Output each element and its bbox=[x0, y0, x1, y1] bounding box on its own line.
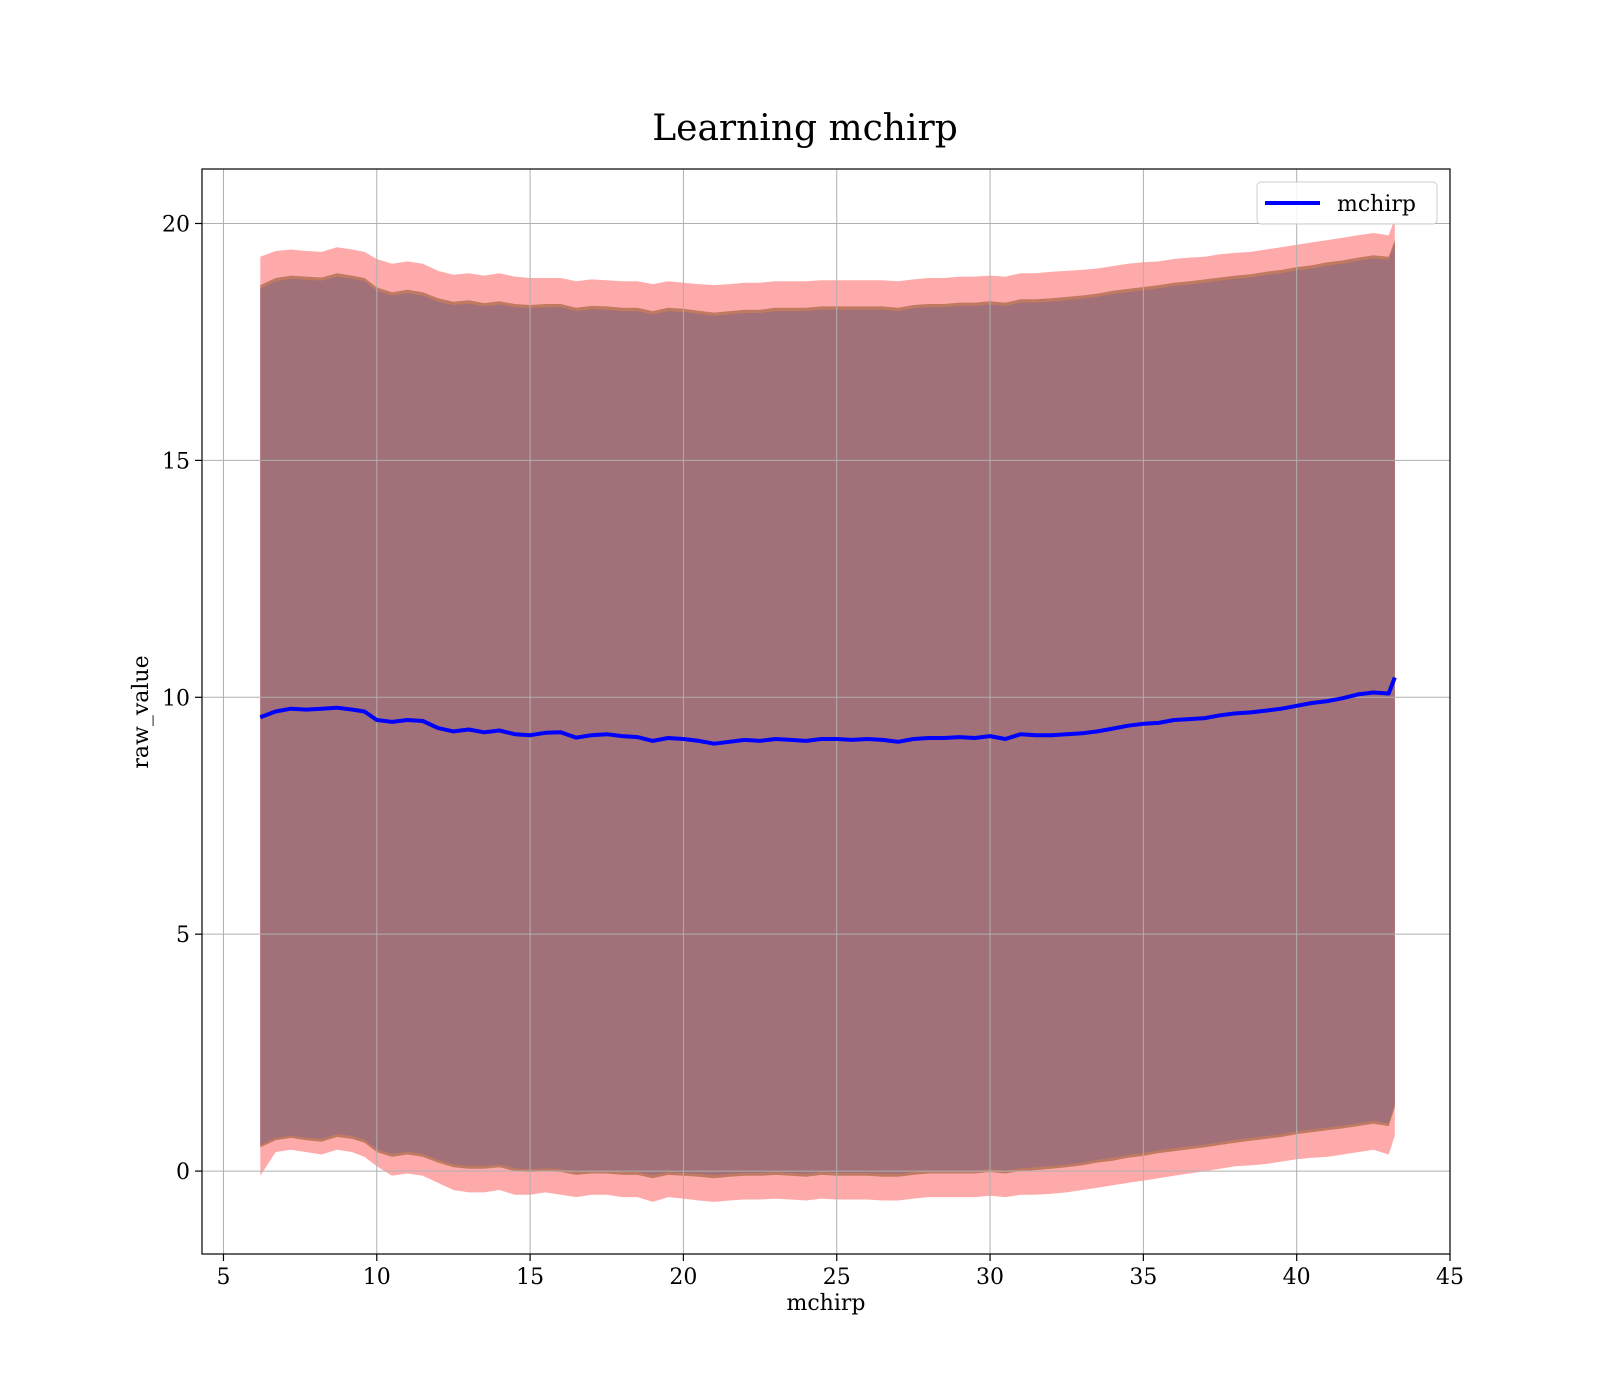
series-line-mchirp bbox=[259, 676, 1397, 746]
legend-box bbox=[1256, 181, 1438, 225]
y-axis-ticks: 0 5 10 15 20 bbox=[162, 212, 202, 1185]
x-tick-label-40: 40 bbox=[1283, 1265, 1311, 1290]
x-tick-label-25: 25 bbox=[823, 1265, 851, 1290]
x-tick-label-5: 5 bbox=[216, 1265, 230, 1290]
legend: mchirp bbox=[1256, 181, 1438, 225]
x-tick-label-10: 10 bbox=[363, 1265, 391, 1290]
x-tick-label-35: 35 bbox=[1129, 1265, 1157, 1290]
x-tick-label-20: 20 bbox=[669, 1265, 697, 1290]
chart-title: Learning mchirp bbox=[652, 108, 958, 149]
y-tick-label-0: 0 bbox=[176, 1160, 190, 1185]
series-lines bbox=[259, 676, 1397, 746]
x-axis-ticks: 5 10 15 20 25 30 35 40 45 bbox=[216, 1254, 1464, 1290]
y-tick-label-5: 5 bbox=[176, 923, 190, 948]
grid bbox=[202, 169, 1451, 1254]
y-tick-label-20: 20 bbox=[162, 212, 190, 237]
x-axis-label: mchirp bbox=[787, 1291, 866, 1316]
confidence-bands bbox=[260, 218, 1395, 1202]
legend-label-mchirp: mchirp bbox=[1337, 192, 1416, 217]
y-tick-label-10: 10 bbox=[162, 686, 190, 711]
x-tick-label-30: 30 bbox=[976, 1265, 1004, 1290]
y-axis-label: raw_value bbox=[129, 655, 154, 768]
x-tick-label-15: 15 bbox=[516, 1265, 544, 1290]
plot-area-frame bbox=[201, 168, 1451, 1255]
inner-band bbox=[260, 243, 1395, 1176]
y-tick-label-15: 15 bbox=[162, 449, 190, 474]
x-tick-label-45: 45 bbox=[1436, 1265, 1464, 1290]
